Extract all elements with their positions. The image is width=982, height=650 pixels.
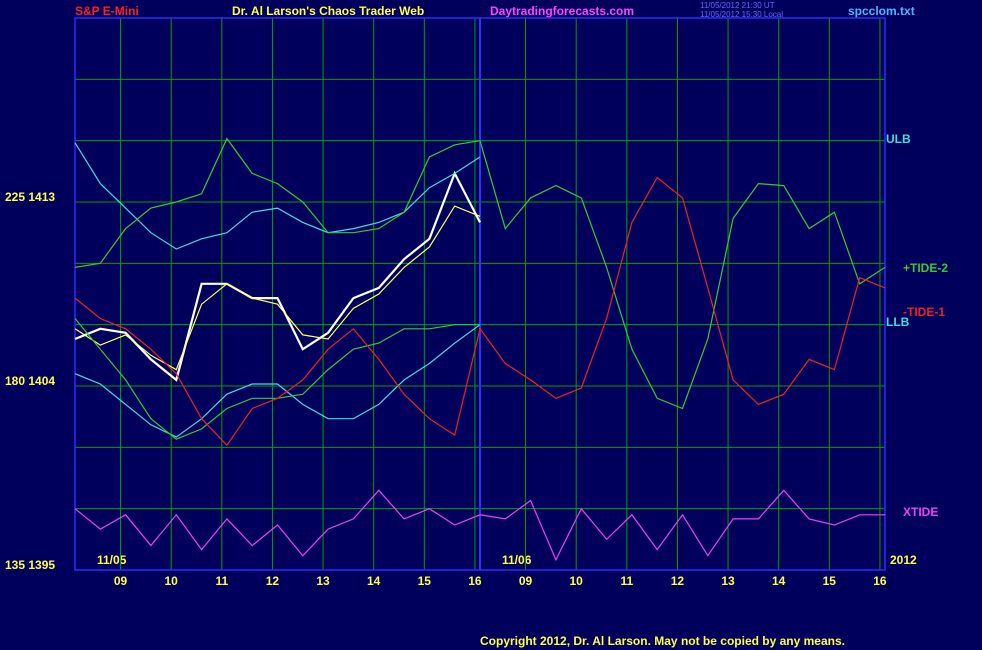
copyright: Copyright 2012, Dr. Al Larson. May not b… (480, 634, 845, 648)
x-tick-label: 12 (266, 574, 280, 588)
series-label: +TIDE-2 (903, 261, 948, 275)
series-line (74, 142, 481, 250)
timestamp: 11/05/2012 15:30 Local (700, 10, 783, 19)
series-label: LLB (886, 315, 910, 329)
x-tick-label: 14 (367, 574, 381, 588)
x-tick-label: 11 (215, 574, 228, 588)
date-label: 11/05 (97, 553, 127, 567)
series-label: XTIDE (903, 505, 938, 519)
y-tick-label: 135 1395 (5, 558, 55, 572)
instrument: S&P E-Mini (75, 4, 139, 18)
series-line (74, 205, 481, 371)
timestamp: 11/05/2012 21:30 UT (700, 1, 775, 10)
y-tick-label: 225 1413 (5, 190, 55, 204)
series-line (74, 324, 481, 438)
series-label: -TIDE-1 (903, 305, 945, 319)
x-tick-label: 12 (671, 574, 685, 588)
x-tick-label: 09 (519, 574, 533, 588)
x-tick-label: 15 (823, 574, 837, 588)
x-tick-label: 13 (721, 574, 735, 588)
x-tick-label: 11 (620, 574, 633, 588)
x-tick-label: 14 (772, 574, 786, 588)
series-line (74, 137, 886, 410)
x-tick-label: 16 (873, 574, 887, 588)
x-tick-label: 15 (418, 574, 432, 588)
series-line (74, 176, 886, 447)
date-label: 11/06 (502, 553, 532, 567)
x-tick-label: 10 (165, 574, 179, 588)
series-label: ULB (886, 132, 911, 146)
year-label: 2012 (890, 553, 917, 567)
file-name: spcclom.txt (848, 4, 915, 18)
chart-title: Dr. Al Larson's Chaos Trader Web (232, 4, 424, 18)
x-tick-label: 13 (316, 574, 330, 588)
series-line (74, 489, 885, 562)
series-line (74, 170, 481, 382)
x-tick-label: 10 (570, 574, 584, 588)
website: Daytradingforecasts.com (490, 4, 634, 18)
y-tick-label: 180 1404 (5, 374, 55, 388)
x-tick-label: 09 (114, 574, 128, 588)
x-tick-label: 16 (468, 574, 482, 588)
